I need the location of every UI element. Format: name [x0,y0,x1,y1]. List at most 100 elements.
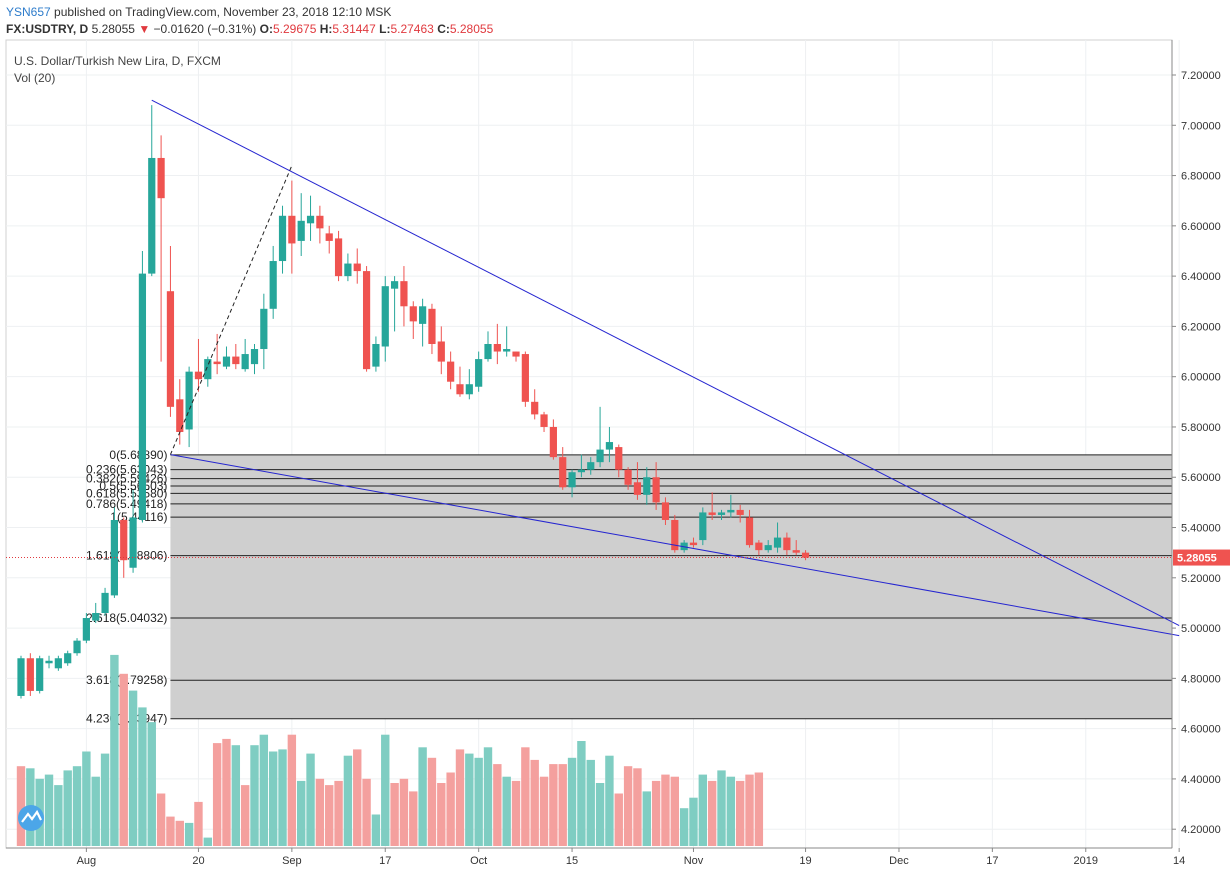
tradingview-logo-icon [18,805,44,831]
volume-bar [474,757,483,846]
candle-body [605,442,614,450]
low-label: L: [379,22,391,36]
y-tick-label: 5.80000 [1181,422,1221,434]
candle-body [493,343,501,352]
grid [5,39,1180,849]
publish-info: YSN657 published on TradingView.com, Nov… [6,5,391,19]
candle-body [587,462,595,470]
candle-body [419,306,427,324]
candle-body [643,477,651,495]
candle-body [26,658,34,691]
change-value: −0.01620 (−0.31%) [153,22,257,36]
volume-bar [726,776,736,846]
volume-bar [661,774,670,846]
volume-bar [745,774,754,846]
candle-body [101,592,109,613]
volume-bar [353,749,362,846]
y-tick-label: 7.00000 [1181,120,1221,132]
candle-body [437,341,445,362]
candle-body [671,519,679,551]
fibonacci-extension[interactable]: 0(5.68890)0.236(5.63043)0.382(5.59426)0.… [86,448,1172,726]
volume-bar [455,749,465,846]
candle-body [633,482,642,495]
candle-body [288,215,296,244]
fib-level-label: 0.236(5.63043) [86,463,167,477]
volume-bar [735,780,745,846]
candle-body [484,343,492,360]
x-tick-label: 14 [1173,855,1185,867]
volume-bar [16,766,26,846]
volume-bar [240,785,250,846]
trendlines[interactable] [151,99,1180,637]
volume-bar [651,780,661,846]
volume-bar [184,822,194,846]
candle-body [596,449,604,463]
candle-body [185,371,193,430]
candle-body [400,281,408,307]
candle-body [250,349,259,365]
trendline [151,99,1180,627]
volume-bar [119,673,128,846]
volume-bar [212,743,222,846]
candle-body [73,640,81,654]
candle-body [372,343,380,367]
volume-bars [16,654,764,846]
volume-bar [138,707,147,846]
author-link[interactable]: YSN657 [6,5,51,19]
volume-bar [642,791,651,846]
volume-bar [614,793,623,846]
candle-body [138,273,147,520]
candle-body [45,660,53,664]
last-price: 5.28055 [91,22,135,36]
candle-body [568,472,576,488]
volume-bar [437,783,446,846]
volume-bar [156,793,166,846]
volume-bar [595,783,605,846]
candle-body [512,351,520,357]
candle-body [409,306,417,322]
x-tick-label: 2019 [1074,855,1098,867]
volume-bar [521,747,530,846]
volume-legend: Vol (20) [14,71,56,85]
volume-bar [371,814,381,846]
volume-bar [446,772,455,846]
candles [17,105,810,699]
candle-body [36,658,44,691]
candle-body [745,517,754,546]
y-tick-label: 5.00000 [1181,623,1221,635]
volume-bar [689,797,698,846]
x-tick-label: Nov [684,855,704,867]
candle-body [699,512,707,541]
candle-body [176,399,184,432]
x-tick-label: 17 [986,855,998,867]
candle-body [391,281,399,289]
candle-body [129,517,137,568]
volume-bar [166,816,175,846]
candle-body [260,308,268,350]
volume-bar [63,770,72,846]
candle-body [447,361,455,382]
volume-bar [409,791,418,846]
volume-bar [325,785,334,846]
low-value: 5.27463 [390,22,434,36]
volume-bar [306,753,315,846]
candle-body [792,550,800,553]
y-tick-label: 4.20000 [1181,824,1221,836]
volume-bar [493,764,502,846]
volume-bar [278,749,287,846]
volume-bar [754,772,764,846]
volume-bar [44,774,54,846]
volume-bar [418,747,427,846]
symbol-label: FX:USDTRY, D [6,22,89,36]
candle-body [334,238,343,277]
close-label: C: [437,22,450,36]
y-tick-label: 6.40000 [1181,271,1221,283]
candle-body [157,157,165,199]
candle-body [241,354,249,370]
last-price-badge [1173,549,1230,566]
volume-bar [297,780,306,846]
candle-body [306,215,315,224]
volume-bar [633,768,642,846]
publish-text: published on TradingView.com, November 2… [54,5,392,19]
